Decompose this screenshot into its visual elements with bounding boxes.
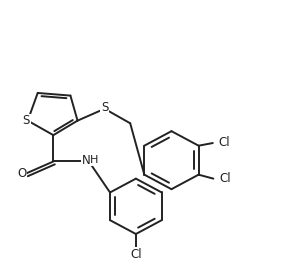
Text: H: H [90, 155, 98, 165]
Text: S: S [101, 101, 108, 114]
Text: Cl: Cl [219, 172, 231, 185]
Text: Cl: Cl [130, 248, 142, 261]
Text: S: S [23, 114, 30, 127]
Text: O: O [17, 167, 27, 180]
Text: N: N [82, 154, 90, 167]
Text: Cl: Cl [219, 136, 230, 149]
